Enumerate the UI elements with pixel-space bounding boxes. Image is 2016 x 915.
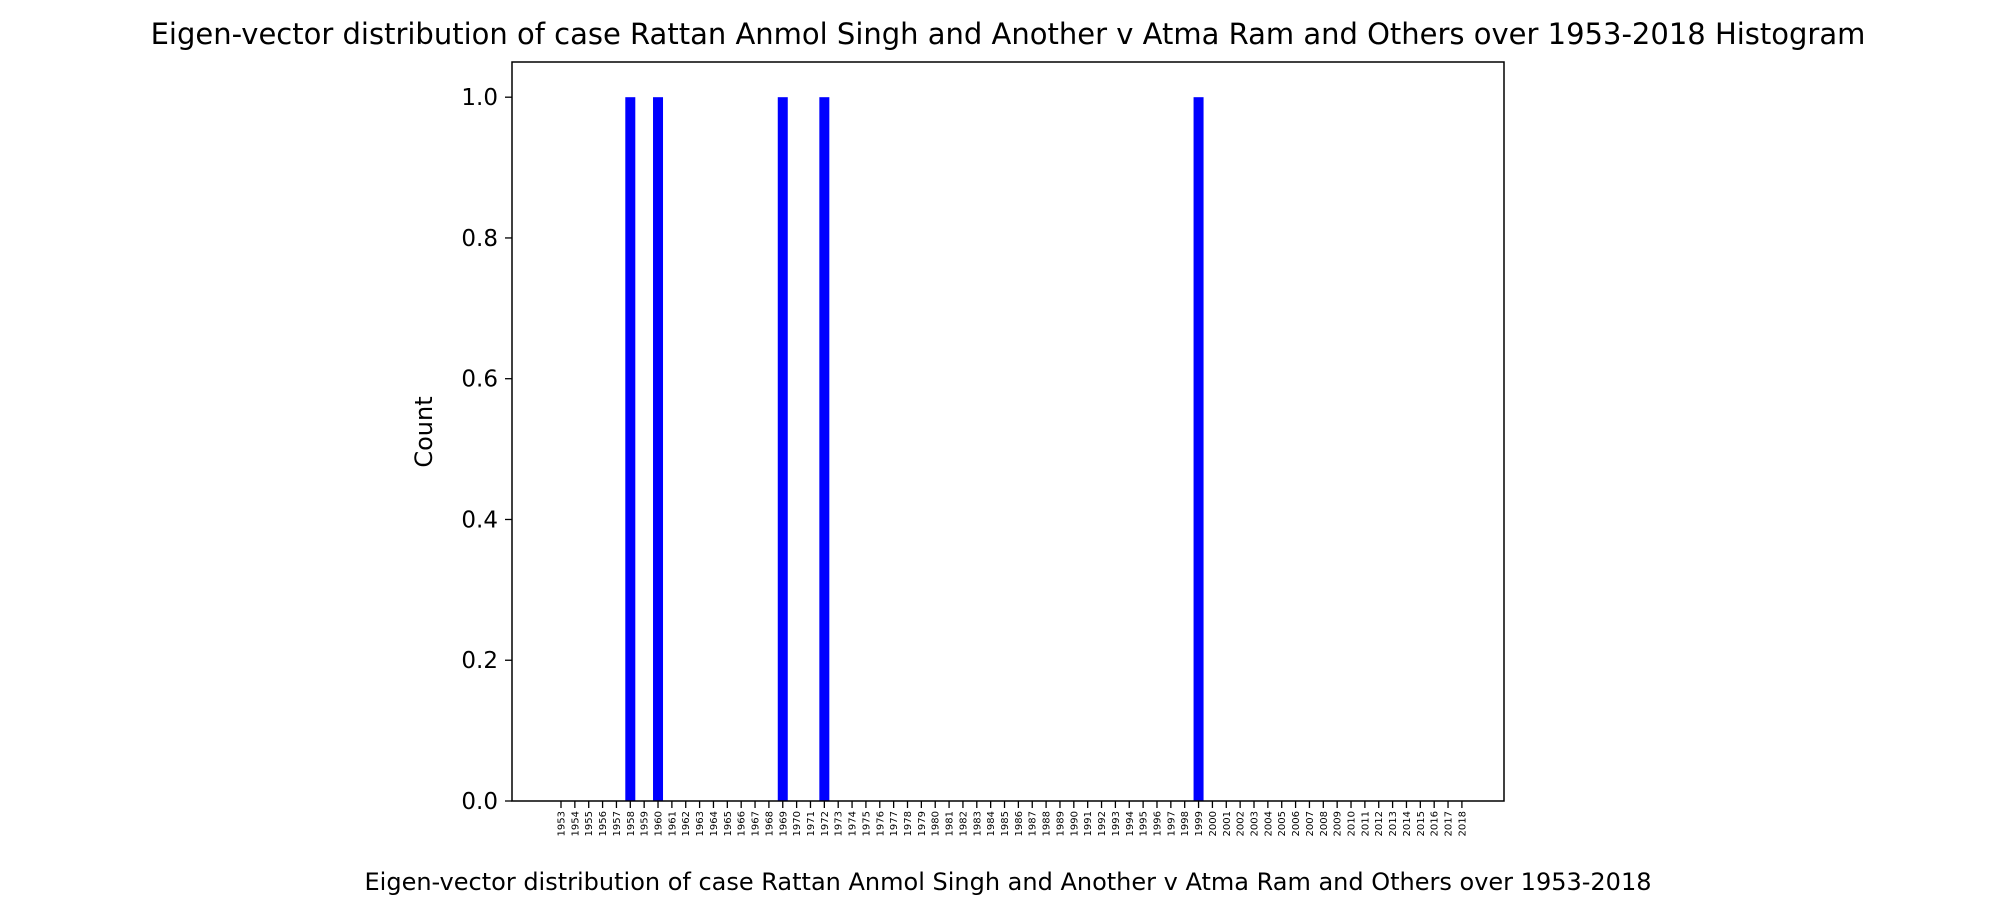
y-tick-label: 0.0 bbox=[461, 789, 498, 815]
bar-1972 bbox=[819, 97, 830, 801]
x-tick-label: 2004 bbox=[1263, 811, 1274, 836]
x-tick-label: 2008 bbox=[1319, 811, 1330, 836]
x-tick-label: 2012 bbox=[1374, 811, 1385, 836]
x-tick-label: 1970 bbox=[792, 811, 803, 836]
x-tick-label: 2010 bbox=[1347, 811, 1358, 836]
x-tick-label: 1982 bbox=[958, 811, 969, 836]
x-tick-label: 1989 bbox=[1055, 811, 1066, 836]
x-tick-label: 1954 bbox=[570, 811, 581, 836]
x-tick-label: 1965 bbox=[723, 811, 734, 836]
x-tick-label: 1968 bbox=[764, 811, 775, 836]
x-tick-label: 1997 bbox=[1166, 811, 1177, 836]
x-tick-label: 2001 bbox=[1222, 811, 1233, 836]
x-tick-label: 1992 bbox=[1097, 811, 1108, 836]
x-axis-label: Eigen-vector distribution of case Rattan… bbox=[365, 868, 1652, 896]
x-tick-label: 1963 bbox=[695, 811, 706, 836]
chart-title: Eigen-vector distribution of case Rattan… bbox=[151, 17, 1866, 51]
bar-1960 bbox=[653, 97, 664, 801]
x-tick-label: 1960 bbox=[654, 811, 665, 836]
plot-frame bbox=[511, 61, 1505, 802]
x-tick-label: 1953 bbox=[557, 811, 568, 836]
x-tick-label: 1981 bbox=[945, 811, 956, 836]
x-tick-label: 1996 bbox=[1152, 811, 1163, 836]
x-tick-label: 1967 bbox=[751, 811, 762, 836]
x-tick-label: 1990 bbox=[1069, 811, 1080, 836]
x-tick-label: 1993 bbox=[1111, 811, 1122, 836]
x-tick-label: 2018 bbox=[1457, 811, 1468, 836]
x-tick-label: 2006 bbox=[1291, 811, 1302, 836]
bar-1958 bbox=[625, 97, 636, 801]
x-tick-label: 1991 bbox=[1083, 811, 1094, 836]
x-tick-label: 2017 bbox=[1444, 811, 1455, 836]
x-tick-label: 1986 bbox=[1014, 811, 1025, 836]
x-tick-label: 1988 bbox=[1042, 811, 1053, 836]
y-tick-label: 0.2 bbox=[461, 648, 498, 674]
x-tick-label: 2000 bbox=[1208, 811, 1219, 836]
x-tick-label: 2009 bbox=[1333, 811, 1344, 836]
x-tick-label: 1972 bbox=[820, 811, 831, 836]
x-tick-label: 1998 bbox=[1180, 811, 1191, 836]
x-tick-label: 1958 bbox=[626, 811, 637, 836]
y-tick-label: 1.0 bbox=[461, 85, 498, 111]
x-tick-label: 1999 bbox=[1194, 811, 1205, 836]
x-tick-label: 1974 bbox=[848, 811, 859, 836]
y-tick-label: 0.4 bbox=[461, 507, 498, 533]
y-tick-label: 0.8 bbox=[461, 226, 498, 252]
x-tick-label: 2016 bbox=[1430, 811, 1441, 836]
x-tick-label: 1983 bbox=[972, 811, 983, 836]
x-tick-label: 1971 bbox=[806, 811, 817, 836]
x-tick-label: 1987 bbox=[1028, 811, 1039, 836]
x-tick-label: 2003 bbox=[1250, 811, 1261, 836]
x-tick-label: 1969 bbox=[778, 811, 789, 836]
y-tick-label: 0.6 bbox=[461, 367, 498, 393]
x-tick-label: 1975 bbox=[861, 811, 872, 836]
x-tick-label: 1995 bbox=[1139, 811, 1150, 836]
y-axis: 0.0 0.2 0.4 0.6 0.8 1.0 bbox=[461, 85, 512, 815]
x-tick-label: 1959 bbox=[640, 811, 651, 836]
bar-1999 bbox=[1193, 97, 1204, 801]
x-tick-label: 2007 bbox=[1305, 811, 1316, 836]
x-tick-label: 1979 bbox=[917, 811, 928, 836]
x-tick-label: 1962 bbox=[681, 811, 692, 836]
x-tick-label: 1980 bbox=[931, 811, 942, 836]
x-tick-label: 1984 bbox=[986, 811, 997, 836]
x-tick-label: 1955 bbox=[584, 811, 595, 836]
x-tick-label: 1973 bbox=[834, 811, 845, 836]
x-tick-label: 1976 bbox=[875, 811, 886, 836]
x-tick-label: 1985 bbox=[1000, 811, 1011, 836]
x-tick-label: 2002 bbox=[1236, 811, 1247, 836]
x-tick-label: 1956 bbox=[598, 811, 609, 836]
bars-group bbox=[625, 97, 1204, 801]
x-tick-label: 1966 bbox=[737, 811, 748, 836]
x-tick-label: 1978 bbox=[903, 811, 914, 836]
x-tick-label: 1957 bbox=[612, 811, 623, 836]
x-tick-label: 2013 bbox=[1388, 811, 1399, 836]
x-tick-label: 2015 bbox=[1416, 811, 1427, 836]
x-tick-label: 2005 bbox=[1277, 811, 1288, 836]
x-tick-label: 1964 bbox=[709, 811, 720, 836]
x-axis: 1953 1954 1955 1956 1957 1958 1959 1960 1961 1962… bbox=[557, 801, 1468, 836]
x-tick-label: 1977 bbox=[889, 811, 900, 836]
x-tick-label: 1961 bbox=[667, 811, 678, 836]
x-tick-label: 2011 bbox=[1360, 811, 1371, 836]
x-tick-label: 2014 bbox=[1402, 811, 1413, 836]
bar-1969 bbox=[777, 97, 788, 801]
y-axis-label: Count bbox=[410, 396, 438, 467]
x-tick-label: 1994 bbox=[1125, 811, 1136, 836]
